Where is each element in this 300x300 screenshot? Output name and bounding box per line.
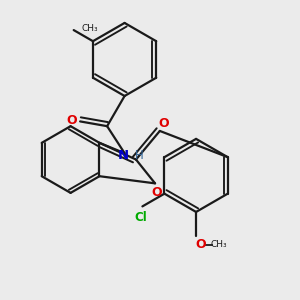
- Text: N: N: [117, 149, 129, 162]
- Text: CH₃: CH₃: [211, 240, 227, 249]
- Text: H: H: [134, 148, 143, 162]
- Text: O: O: [158, 118, 169, 130]
- Text: CH₃: CH₃: [82, 24, 98, 33]
- Text: O: O: [196, 238, 206, 251]
- Text: O: O: [66, 114, 76, 127]
- Text: O: O: [151, 186, 162, 199]
- Text: Cl: Cl: [134, 211, 147, 224]
